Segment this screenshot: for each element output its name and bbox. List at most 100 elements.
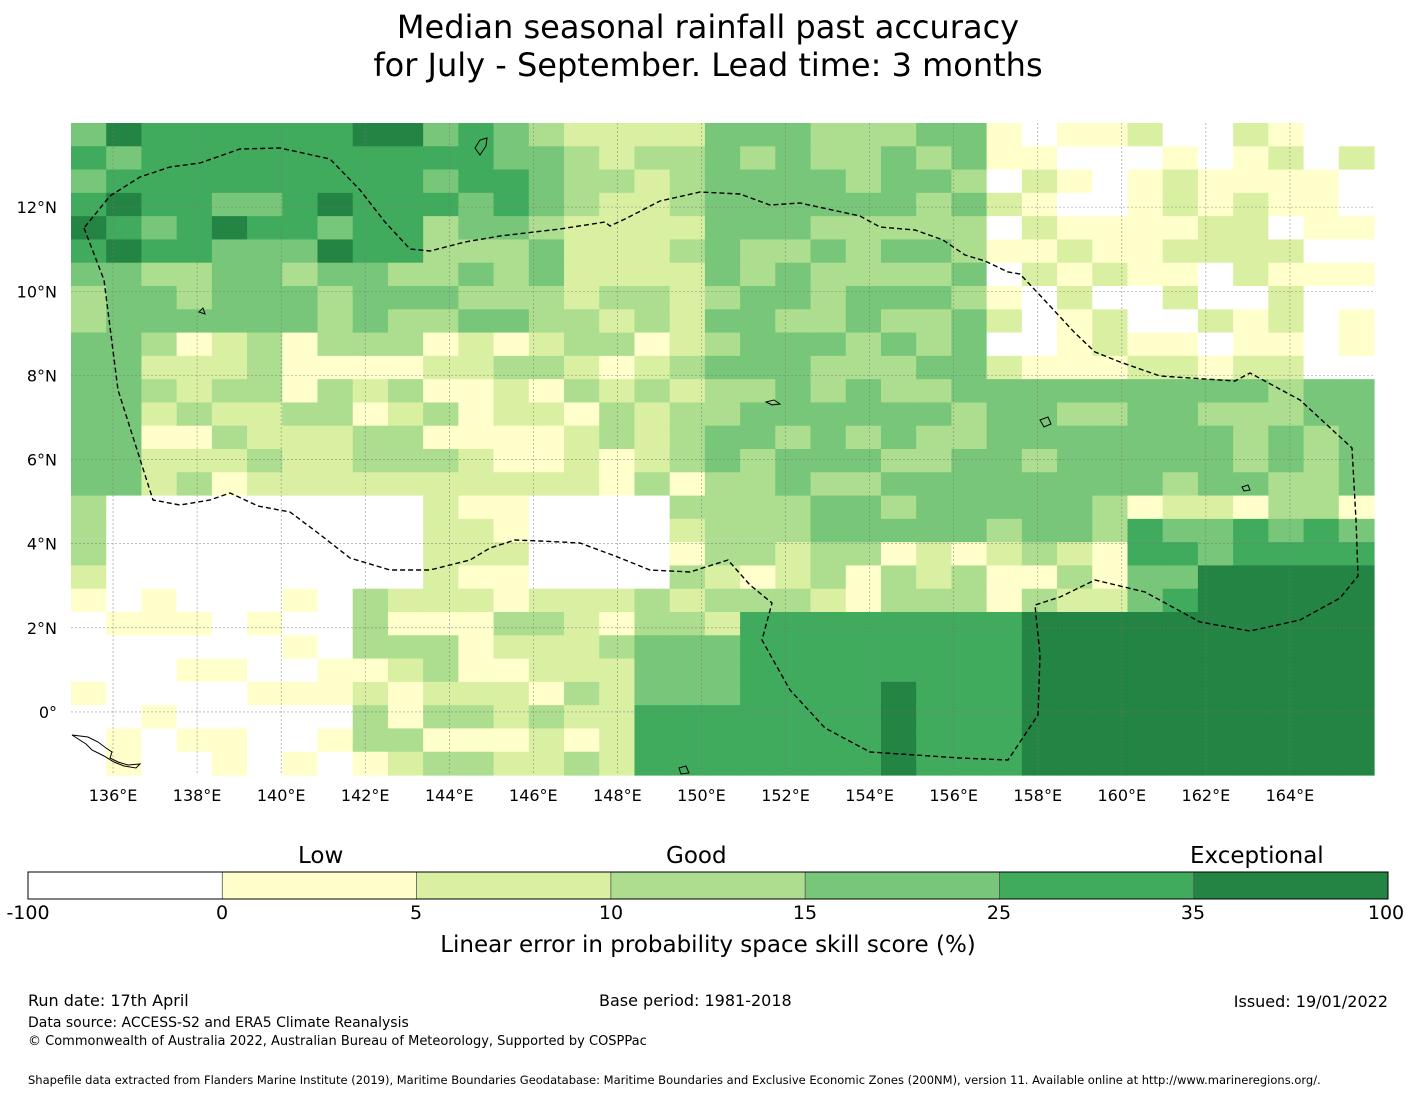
skill-cell bbox=[528, 728, 565, 753]
skill-cell bbox=[564, 286, 600, 310]
skill-cell bbox=[247, 286, 283, 310]
skill-cell bbox=[1303, 355, 1340, 380]
skill-cell bbox=[1338, 146, 1375, 171]
skill-cell bbox=[493, 192, 530, 217]
lon-tick-label: 146°E bbox=[509, 786, 558, 805]
skill-cell bbox=[916, 495, 953, 520]
skill-cell bbox=[141, 169, 178, 194]
skill-cell bbox=[71, 705, 107, 730]
skill-cell bbox=[1233, 449, 1269, 473]
skill-cell bbox=[1338, 518, 1375, 543]
skill-cell bbox=[916, 355, 953, 380]
skill-cell bbox=[1092, 635, 1129, 660]
skill-cell bbox=[704, 169, 741, 194]
skill-cell bbox=[810, 355, 847, 380]
skill-cell bbox=[282, 472, 319, 497]
skill-cell bbox=[564, 472, 600, 497]
skill-cell bbox=[423, 518, 459, 543]
lat-tick-label: 10°N bbox=[17, 282, 57, 301]
skill-cell bbox=[71, 309, 107, 334]
base-period: Base period: 1981-2018 bbox=[599, 991, 792, 1010]
skill-cell bbox=[493, 612, 530, 636]
skill-cell bbox=[1162, 542, 1199, 567]
skill-cell bbox=[1021, 332, 1058, 357]
skill-cell bbox=[458, 355, 495, 380]
skill-cell bbox=[1092, 309, 1129, 334]
skill-cell bbox=[1338, 425, 1375, 450]
skill-cell bbox=[211, 402, 248, 427]
skill-cell bbox=[951, 751, 988, 776]
skill-cell bbox=[493, 286, 530, 310]
skill-cell bbox=[1021, 565, 1058, 590]
skill-cell bbox=[493, 355, 530, 380]
skill-cell bbox=[599, 542, 636, 567]
skill-cell bbox=[810, 192, 847, 217]
skill-cell bbox=[740, 612, 776, 636]
skill-cell bbox=[528, 658, 565, 683]
skill-cell bbox=[211, 658, 248, 683]
skill-cell bbox=[669, 169, 706, 194]
skill-cell bbox=[141, 355, 178, 380]
skill-cell bbox=[1092, 658, 1129, 683]
skill-cell bbox=[1162, 705, 1199, 730]
skill-cell bbox=[1338, 635, 1375, 660]
skill-cell bbox=[141, 705, 178, 730]
skill-cell bbox=[916, 239, 953, 264]
skill-cell bbox=[352, 286, 389, 310]
skill-cell bbox=[880, 681, 917, 706]
skill-cell bbox=[106, 379, 143, 404]
skill-cell bbox=[282, 379, 319, 404]
skill-cell bbox=[528, 681, 565, 706]
skill-cell bbox=[176, 425, 213, 450]
skill-cell bbox=[317, 239, 354, 264]
skill-cell bbox=[106, 588, 143, 613]
skill-cell bbox=[845, 681, 882, 706]
skill-cell bbox=[1057, 425, 1093, 450]
skill-cell bbox=[352, 681, 389, 706]
skill-cell bbox=[704, 705, 741, 730]
skill-cell bbox=[775, 565, 812, 590]
skill-cell bbox=[1233, 286, 1269, 310]
skill-cell bbox=[669, 216, 706, 241]
skill-cell bbox=[317, 542, 354, 567]
skill-cell bbox=[810, 449, 847, 473]
lon-tick-label: 162°E bbox=[1182, 786, 1231, 805]
skill-cell bbox=[282, 216, 319, 241]
skill-cell bbox=[880, 123, 917, 147]
skill-cell bbox=[141, 286, 178, 310]
skill-cell bbox=[352, 216, 389, 241]
skill-cell bbox=[247, 309, 283, 334]
skill-cell bbox=[599, 146, 636, 171]
skill-cell bbox=[458, 518, 495, 543]
skill-cell bbox=[458, 425, 495, 450]
skill-cell bbox=[1092, 123, 1129, 147]
skill-cell bbox=[916, 705, 953, 730]
skill-cell bbox=[1233, 192, 1269, 217]
skill-cell bbox=[845, 658, 882, 683]
skill-cell bbox=[1127, 123, 1164, 147]
skill-cell bbox=[845, 379, 882, 404]
skill-cell bbox=[1233, 216, 1269, 241]
lon-tick-label: 150°E bbox=[677, 786, 726, 805]
skill-cell bbox=[951, 239, 988, 264]
skill-cell bbox=[387, 705, 424, 730]
skill-cell bbox=[211, 728, 248, 753]
colorbar-tick: -100 bbox=[6, 902, 50, 924]
skill-cell bbox=[634, 355, 671, 380]
skill-cell bbox=[176, 262, 213, 287]
skill-cell bbox=[634, 658, 671, 683]
skill-cell bbox=[71, 262, 107, 287]
skill-cell bbox=[1162, 309, 1199, 334]
skill-cell bbox=[1127, 658, 1164, 683]
skill-cell bbox=[1233, 658, 1269, 683]
guam-island bbox=[474, 137, 488, 156]
skill-cell bbox=[352, 635, 389, 660]
skill-cell bbox=[458, 728, 495, 753]
colorbar-tick: 25 bbox=[986, 902, 1012, 924]
skill-cell bbox=[704, 542, 741, 567]
skill-cell bbox=[1092, 146, 1129, 171]
skill-cell bbox=[71, 169, 107, 194]
skill-cell bbox=[775, 123, 812, 147]
skill-cell bbox=[880, 379, 917, 404]
skill-cell bbox=[775, 216, 812, 241]
